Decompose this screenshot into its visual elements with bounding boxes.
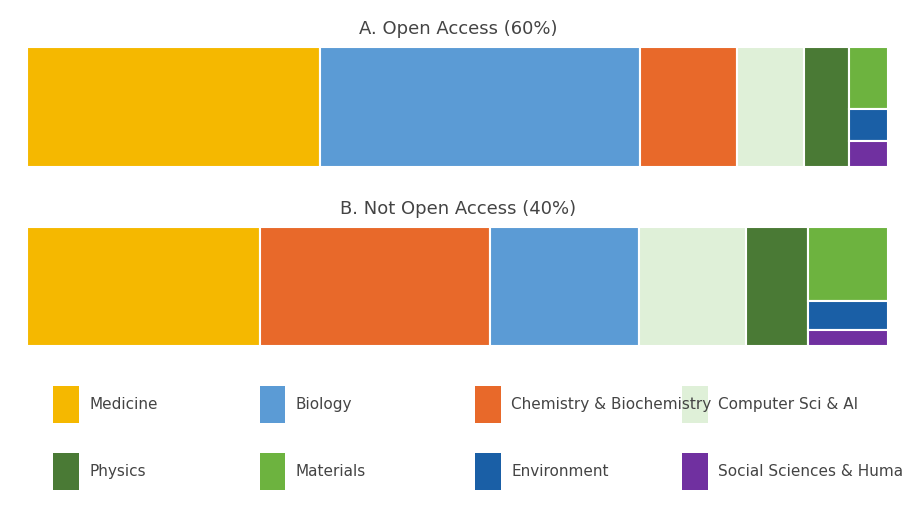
Bar xyxy=(260,453,286,490)
Bar xyxy=(491,227,639,346)
Bar xyxy=(737,47,804,167)
Text: A. Open Access (60%): A. Open Access (60%) xyxy=(358,20,557,38)
Bar xyxy=(475,386,501,423)
Bar xyxy=(27,227,260,346)
Bar xyxy=(320,47,640,167)
Bar xyxy=(808,329,888,346)
Bar xyxy=(53,453,78,490)
Bar xyxy=(53,386,78,423)
Bar xyxy=(808,227,888,301)
Text: Medicine: Medicine xyxy=(89,397,158,412)
Text: Physics: Physics xyxy=(89,464,146,479)
Text: Chemistry & Biochemistry: Chemistry & Biochemistry xyxy=(511,397,712,412)
Bar xyxy=(849,109,888,140)
Bar xyxy=(260,227,491,346)
Bar xyxy=(746,227,808,346)
Bar xyxy=(639,227,746,346)
Bar xyxy=(682,453,707,490)
Text: B. Not Open Access (40%): B. Not Open Access (40%) xyxy=(340,200,575,218)
Bar xyxy=(27,47,320,167)
Text: Social Sciences & Humanities: Social Sciences & Humanities xyxy=(718,464,902,479)
Bar xyxy=(804,47,849,167)
Text: Materials: Materials xyxy=(296,464,366,479)
Bar xyxy=(640,47,737,167)
Text: Biology: Biology xyxy=(296,397,353,412)
Text: Environment: Environment xyxy=(511,464,609,479)
Text: Computer Sci & AI: Computer Sci & AI xyxy=(718,397,858,412)
Bar xyxy=(682,386,707,423)
Bar xyxy=(475,453,501,490)
Bar xyxy=(260,386,286,423)
Bar xyxy=(808,301,888,329)
Bar xyxy=(849,47,888,109)
Bar xyxy=(849,140,888,167)
